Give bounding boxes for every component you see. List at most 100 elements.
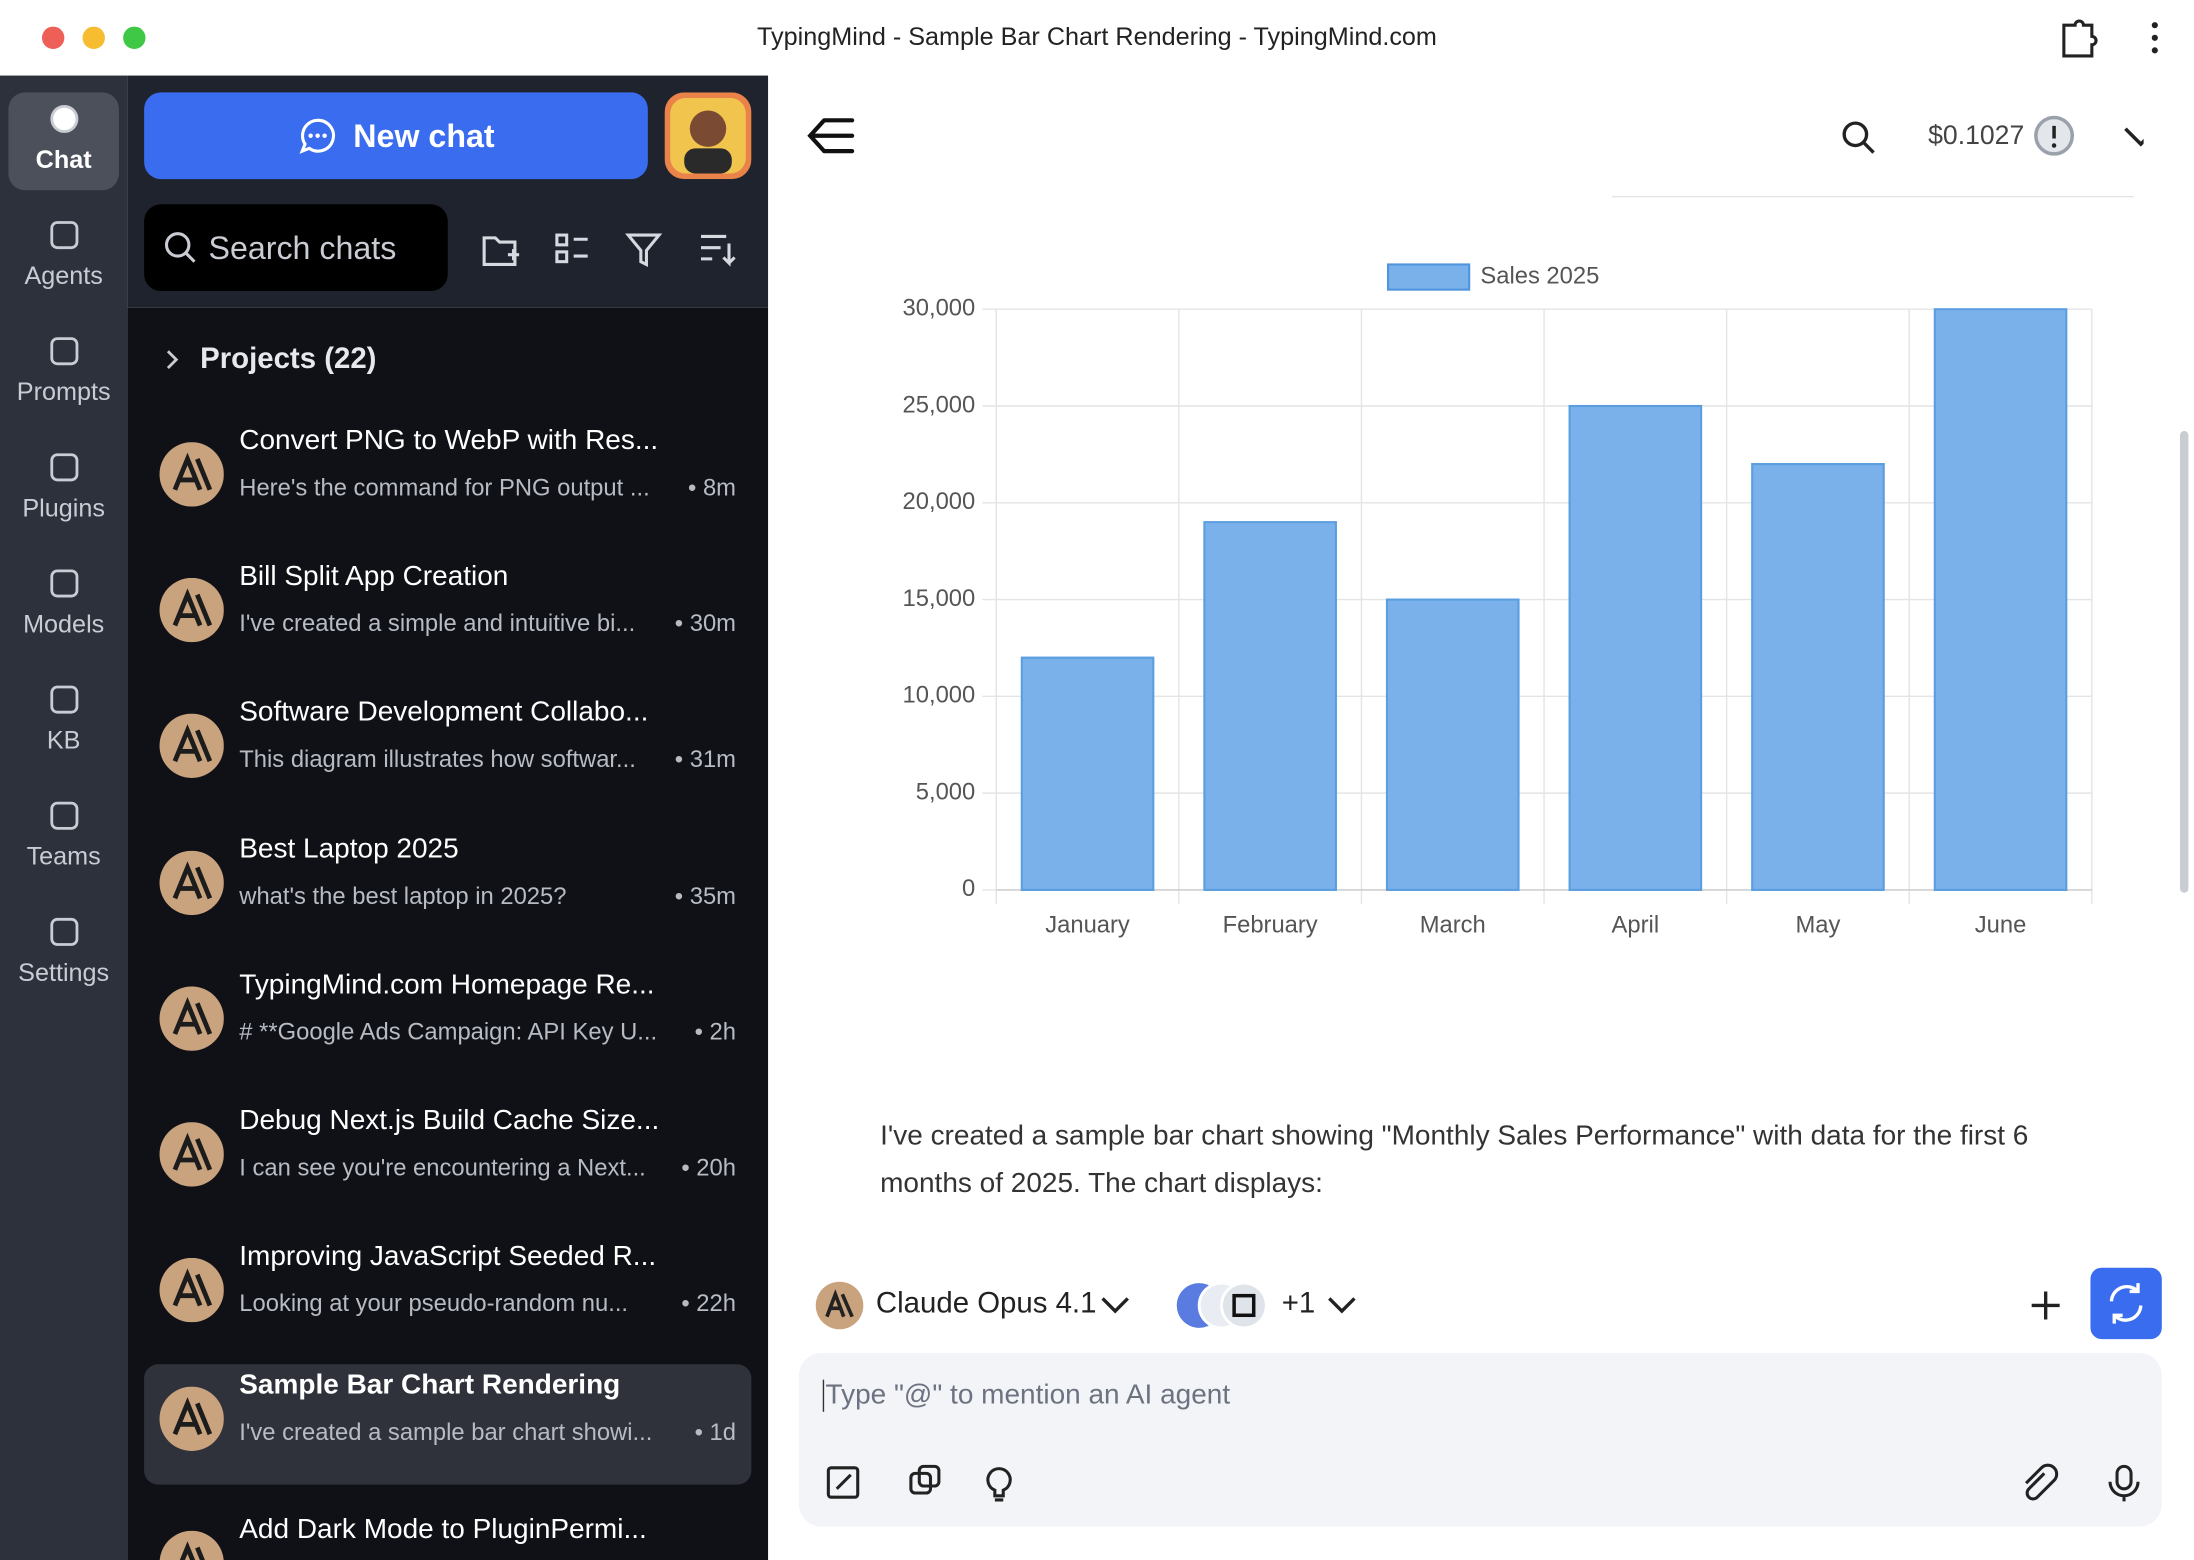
new-chat-label: New chat (353, 116, 495, 154)
chat-item[interactable]: Bill Split App Creation I've created a si… (144, 556, 751, 676)
scrollbar[interactable] (2180, 430, 2189, 893)
collapse-sidebar[interactable] (805, 112, 861, 160)
model-dropdown[interactable] (1098, 1290, 1132, 1318)
chat-item[interactable]: Best Laptop 2025 what's the best laptop i… (144, 828, 751, 948)
agent-avatars[interactable] (1174, 1280, 1272, 1330)
chat-time: • 2h (694, 1018, 736, 1045)
chat-avatar (159, 442, 224, 507)
chat-preview: Looking at your pseudo-random nu... (239, 1290, 629, 1317)
nav-label: Chat (35, 145, 92, 174)
x-tick-label: June (1975, 912, 2027, 939)
nav-item[interactable]: Teams (0, 798, 127, 872)
chat-title: Convert PNG to WebP with Res... (239, 425, 659, 457)
nav-label: Teams (26, 842, 101, 871)
chat-title: Bill Split App Creation (239, 561, 509, 593)
sidebar-header: New chat Search chats (127, 75, 769, 308)
new-chat-button[interactable]: New chat (144, 92, 648, 180)
avatar-bg (159, 1530, 224, 1560)
chat-item[interactable]: TypingMind.com Homepage Re... # **Google … (144, 964, 751, 1084)
sidebar-tools[interactable] (477, 227, 757, 272)
chat-item[interactable]: Convert PNG to WebP with Res... Here's th… (144, 420, 751, 540)
x-tick-label: May (1795, 912, 1840, 939)
nav-label: Plugins (22, 493, 105, 522)
chat-item[interactable]: Software Development Collabo... This diag… (144, 692, 751, 812)
nav-rail: Chat Agents Prompts Plugins Models KB Teams Set… (0, 75, 128, 1560)
browser-icons[interactable] (2057, 17, 2183, 59)
chat-title: Software Development Collabo... (239, 697, 649, 729)
extra-agents[interactable]: +1 (1281, 1287, 1316, 1320)
nav-icon (49, 569, 78, 598)
nav-icon-shape (49, 801, 78, 830)
chat-title: Sample Bar Chart Rendering (239, 1369, 621, 1401)
cost-label[interactable]: $0.1027 (1928, 121, 2025, 152)
composer-tools[interactable] (824, 1462, 1048, 1504)
y-tick-label: 30,000 (903, 295, 976, 322)
nav-item[interactable]: KB (0, 681, 127, 755)
nav-item[interactable]: Agents (0, 217, 127, 291)
nav-icon-shape (49, 685, 78, 714)
nav-item[interactable]: Prompts (0, 333, 127, 407)
y-tick-label: 15,000 (903, 585, 976, 612)
nav-icon-shape (49, 104, 78, 133)
search-placeholder: Search chats (208, 228, 397, 266)
composer-actions[interactable] (2016, 1462, 2156, 1504)
nav-label: Prompts (16, 377, 111, 406)
avatar-logo (172, 996, 213, 1035)
nav-item[interactable]: Chat (0, 101, 127, 175)
nav-icon (49, 104, 78, 133)
chat-item[interactable]: Sample Bar Chart Rendering I've created a… (144, 1364, 752, 1485)
chat-time: • 8m (688, 474, 736, 501)
nav-icon (49, 801, 78, 830)
search-button[interactable] (1839, 118, 1881, 160)
nav-icon-shape (49, 453, 78, 482)
bar (1385, 598, 1520, 891)
nav-item[interactable]: Settings (0, 914, 127, 988)
chat-avatar (159, 1386, 224, 1452)
search-box[interactable]: Search chats (144, 204, 448, 292)
chat-avatar (159, 578, 224, 643)
chat-preview: I've created a sample bar chart showi... (239, 1418, 653, 1446)
chat-item[interactable]: Add Dark Mode to PluginPermi... (144, 1508, 751, 1560)
model-name[interactable]: Claude Opus 4.1 (875, 1287, 1097, 1320)
x-tick-label: February (1223, 912, 1318, 939)
chat-preview: This diagram illustrates how softwar... (239, 746, 636, 773)
chat-item[interactable]: Debug Next.js Build Cache Size... I can s… (144, 1100, 751, 1220)
add-button[interactable] (2027, 1287, 2063, 1323)
composer-placeholder[interactable]: Type "@" to mention an AI agent (822, 1379, 1230, 1412)
bar (1751, 463, 1885, 891)
chat-item[interactable]: Improving JavaScript Seeded R... Looking … (144, 1236, 751, 1356)
window-title: TypingMind - Sample Bar Chart Rendering … (757, 22, 1437, 51)
chat-time: • 30m (674, 610, 736, 637)
sync-button[interactable] (2090, 1267, 2162, 1340)
nav-icon (49, 453, 78, 482)
projects-label[interactable]: Projects (22) (200, 342, 377, 375)
chat-title: Best Laptop 2025 (239, 833, 459, 865)
nav-item[interactable]: Plugins (0, 449, 127, 523)
bar (1568, 404, 1703, 891)
nav-item[interactable]: Models (0, 565, 127, 639)
window-controls[interactable] (0, 0, 196, 76)
agents-dropdown[interactable] (1325, 1290, 1359, 1318)
chat-preview: what's the best laptop in 2025? (239, 882, 567, 909)
chat-title: Improving JavaScript Seeded R... (239, 1241, 657, 1273)
assistant-message: I've created a sample bar chart showing … (880, 1120, 2029, 1200)
nav-icon-shape (49, 337, 78, 366)
chat-avatar (159, 850, 224, 915)
chat-avatar (159, 1122, 224, 1187)
composer-box[interactable]: Type "@" to mention an AI agent (798, 1353, 2162, 1527)
expand-icon[interactable] (158, 346, 186, 374)
chat-preview: I've created a simple and intuitive bi..… (239, 610, 636, 637)
y-tick-label: 20,000 (903, 488, 976, 515)
header-icons[interactable] (2032, 113, 2144, 161)
chat-avatar (159, 1530, 224, 1560)
x-tick-label: March (1420, 912, 1486, 939)
user-avatar[interactable] (664, 92, 752, 180)
chat-avatar (159, 1258, 224, 1323)
x-tick-label: April (1612, 912, 1660, 939)
bar (1933, 308, 2068, 891)
chat-icon (298, 118, 335, 154)
avatar-logo (172, 1132, 213, 1171)
y-tick-label: 25,000 (903, 391, 976, 418)
chat-time: • 20h (681, 1154, 736, 1181)
